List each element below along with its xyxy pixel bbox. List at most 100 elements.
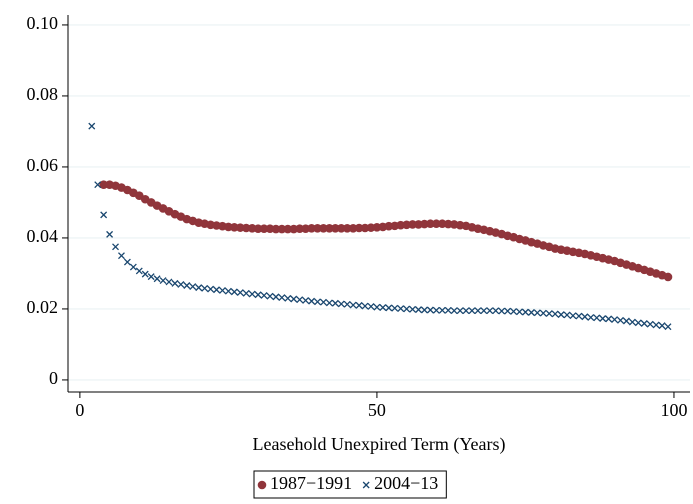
point: [498, 307, 506, 315]
point: [123, 258, 131, 266]
point: [349, 301, 357, 309]
point: [432, 306, 440, 314]
point: [593, 314, 601, 322]
point: [354, 223, 364, 233]
point: [605, 315, 613, 323]
point: [242, 289, 250, 297]
point: [409, 305, 417, 313]
point: [415, 306, 422, 314]
point: [342, 224, 352, 233]
point: [171, 279, 179, 287]
point: [634, 319, 642, 327]
point: [219, 287, 226, 294]
point: [177, 280, 185, 288]
point: [545, 310, 553, 318]
point: [527, 309, 535, 316]
point: [426, 306, 434, 314]
point: [201, 284, 209, 292]
point: [266, 292, 274, 300]
legend-box: [253, 470, 447, 499]
point: [213, 286, 220, 294]
point: [343, 300, 351, 308]
point: [259, 224, 269, 234]
point: [379, 304, 387, 311]
point: [254, 291, 262, 299]
point: [118, 252, 125, 260]
point: [147, 273, 155, 281]
point: [480, 307, 488, 315]
point: [361, 302, 369, 310]
point: [658, 322, 666, 330]
point: [492, 307, 500, 315]
point: [622, 317, 630, 325]
point: [295, 224, 304, 234]
point: [569, 312, 577, 320]
point: [135, 267, 143, 275]
point: [551, 310, 559, 318]
point: [408, 220, 417, 229]
point: [307, 224, 316, 233]
point: [385, 304, 393, 312]
point: [100, 211, 108, 219]
point: [99, 180, 108, 189]
point: [640, 320, 648, 327]
point: [325, 224, 334, 233]
legend-marker: [257, 480, 267, 490]
legend-marker: [362, 481, 370, 489]
point: [313, 224, 322, 233]
point: [617, 316, 624, 324]
point: [628, 318, 636, 326]
point: [88, 122, 96, 130]
point: [504, 307, 512, 315]
y-tick-label: 0: [49, 368, 58, 388]
point: [112, 243, 119, 251]
point: [325, 299, 333, 307]
point: [159, 277, 167, 284]
point: [271, 224, 281, 234]
point: [296, 296, 304, 304]
y-tick-label: 0.08: [27, 84, 59, 104]
point: [403, 305, 411, 313]
point: [450, 307, 458, 315]
point: [308, 297, 316, 305]
point: [611, 316, 619, 324]
point: [438, 306, 446, 314]
point: [290, 295, 298, 303]
point: [563, 311, 571, 319]
point: [426, 219, 435, 229]
point: [599, 315, 607, 322]
point: [420, 306, 428, 314]
point: [539, 309, 547, 317]
point: [575, 312, 583, 320]
point: [373, 303, 381, 311]
point: [664, 323, 672, 331]
point: [224, 287, 232, 295]
point: [129, 263, 137, 271]
point: [207, 285, 215, 293]
point: [183, 282, 191, 289]
point: [462, 307, 470, 315]
point: [302, 296, 310, 304]
point: [581, 313, 589, 321]
point: [397, 305, 405, 313]
point: [153, 275, 161, 283]
point: [319, 224, 328, 233]
y-tick-label: 0.10: [27, 13, 59, 33]
point: [474, 307, 482, 315]
x-tick-label: 100: [660, 400, 687, 420]
point: [283, 224, 293, 234]
x-tick-label: 0: [75, 400, 84, 420]
point: [253, 224, 263, 234]
point: [331, 299, 339, 307]
point: [272, 293, 280, 301]
legend-label: 2004−13: [374, 473, 438, 493]
point: [277, 224, 287, 234]
point: [456, 307, 464, 315]
point: [314, 298, 321, 306]
point: [521, 308, 529, 316]
point: [355, 301, 363, 309]
point: [516, 308, 523, 316]
point: [230, 288, 238, 296]
point: [391, 304, 399, 312]
